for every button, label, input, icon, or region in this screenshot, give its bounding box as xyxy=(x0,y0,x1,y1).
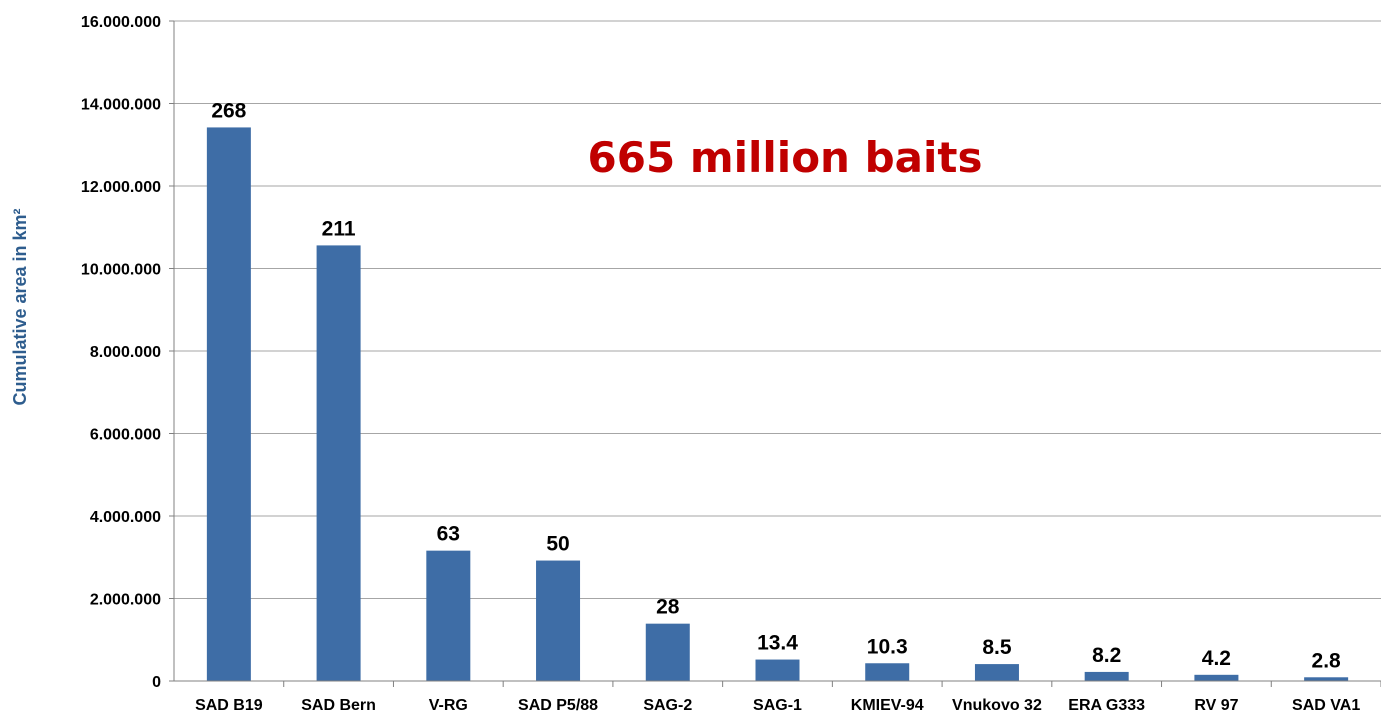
x-category-label: RV 97 xyxy=(1194,697,1238,714)
bar-data-label: 268 xyxy=(211,99,246,122)
x-category-label: SAG-2 xyxy=(643,697,692,714)
bar-data-label: 13.4 xyxy=(757,632,798,655)
bar-data-label: 8.2 xyxy=(1092,644,1121,667)
data-labels: 268 211 63 50 28 13.4 10.3 8.5 8.2 4.2 2.8 xyxy=(211,99,1341,672)
y-tick-label: 16.000.000 xyxy=(81,14,161,31)
bar-data-label: 8.5 xyxy=(982,636,1012,659)
x-axis-category-labels: SAD B19 SAD Bern V-RG SAD P5/88 SAG-2 SAG-1 KM… xyxy=(195,681,1381,714)
bar xyxy=(426,550,471,681)
bar-data-label: 10.3 xyxy=(867,635,908,658)
y-tick-label: 10.000.000 xyxy=(81,262,161,279)
y-tick-label: 2.000.000 xyxy=(90,592,161,609)
x-category-label: SAD Bern xyxy=(301,697,376,714)
y-tick-label: 8.000.000 xyxy=(90,344,161,361)
gridlines xyxy=(169,20,1381,682)
x-category-label: V-RG xyxy=(429,697,468,714)
bar-data-label: 2.8 xyxy=(1312,649,1342,672)
bar xyxy=(1084,671,1129,681)
bar xyxy=(974,664,1019,681)
x-category-label: KMIEV-94 xyxy=(851,697,924,714)
x-category-label: SAG-1 xyxy=(753,697,802,714)
y-tick-label: 6.000.000 xyxy=(90,427,161,444)
bar xyxy=(865,663,910,681)
bars xyxy=(206,127,1349,682)
y-tick-label: 14.000.000 xyxy=(81,97,161,114)
bar xyxy=(536,560,581,681)
x-category-label: ERA G333 xyxy=(1068,697,1145,714)
y-axis-tick-labels: 0 2.000.000 4.000.000 6.000.000 8.000.000 10.… xyxy=(81,14,161,691)
bar-data-label: 50 xyxy=(546,533,569,556)
bar xyxy=(1304,677,1349,681)
bar-data-label: 28 xyxy=(656,596,680,619)
x-category-label: SAD B19 xyxy=(195,697,263,714)
bar xyxy=(206,127,251,682)
x-category-label: Vnukovo 32 xyxy=(952,697,1042,714)
total-baits-annotation: 665 million baits xyxy=(588,133,983,182)
y-tick-label: 0 xyxy=(152,674,161,691)
y-tick-label: 12.000.000 xyxy=(81,179,161,196)
bar xyxy=(316,245,361,681)
x-category-label: SAD P5/88 xyxy=(518,697,598,714)
bar xyxy=(1194,674,1239,681)
y-axis-title: Cumulative area in km² xyxy=(10,208,30,405)
bar-data-label: 63 xyxy=(437,523,460,546)
bar-data-label: 4.2 xyxy=(1202,647,1231,670)
x-category-label: SAD VA1 xyxy=(1292,697,1360,714)
bar-data-label: 211 xyxy=(322,217,356,240)
bar xyxy=(645,623,690,681)
bar xyxy=(755,659,800,681)
y-tick-label: 4.000.000 xyxy=(90,509,161,526)
